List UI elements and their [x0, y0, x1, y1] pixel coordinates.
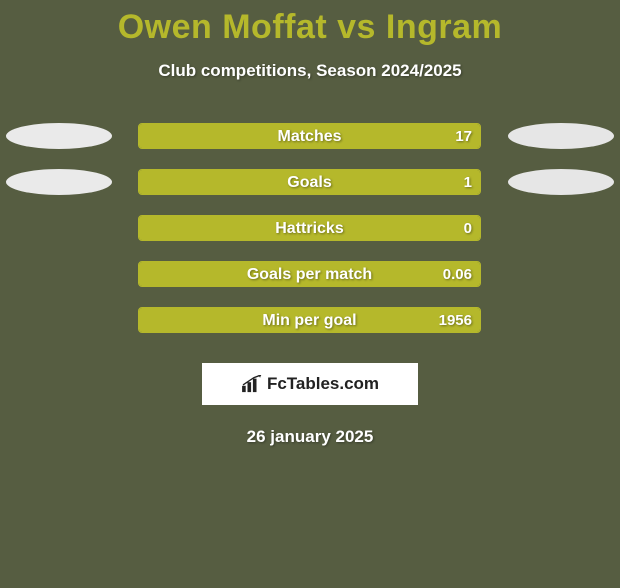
stats-container: Matches17 Goals1 Hattricks0 Goals per match… — [0, 123, 620, 333]
stat-row: Min per goal1956 — [0, 307, 620, 333]
stat-row: Goals1 — [0, 169, 620, 195]
brand-text: FcTables.com — [267, 374, 379, 394]
player-right-ellipse — [508, 169, 614, 195]
stat-label: Goals per match — [139, 262, 480, 288]
stat-row: Goals per match0.06 — [0, 261, 620, 287]
stat-value: 0 — [464, 216, 472, 242]
stat-bar: Min per goal1956 — [138, 307, 481, 333]
stat-label: Matches — [139, 124, 480, 150]
bar-chart-icon — [241, 375, 263, 393]
snapshot-date: 26 january 2025 — [0, 427, 620, 447]
stat-bar: Hattricks0 — [138, 215, 481, 241]
subtitle: Club competitions, Season 2024/2025 — [0, 61, 620, 81]
stat-value: 0.06 — [443, 262, 472, 288]
stat-bar: Goals1 — [138, 169, 481, 195]
stat-row: Matches17 — [0, 123, 620, 149]
player-left-ellipse — [6, 123, 112, 149]
stat-label: Hattricks — [139, 216, 480, 242]
stat-bar: Matches17 — [138, 123, 481, 149]
brand-badge: FcTables.com — [202, 363, 418, 405]
stat-label: Goals — [139, 170, 480, 196]
player-right-ellipse — [508, 123, 614, 149]
player-left-ellipse — [6, 169, 112, 195]
stat-value: 1 — [464, 170, 472, 196]
stat-bar: Goals per match0.06 — [138, 261, 481, 287]
stat-value: 1956 — [439, 308, 472, 334]
stat-row: Hattricks0 — [0, 215, 620, 241]
stat-label: Min per goal — [139, 308, 480, 334]
page-title: Owen Moffat vs Ingram — [0, 8, 620, 47]
stat-value: 17 — [455, 124, 472, 150]
